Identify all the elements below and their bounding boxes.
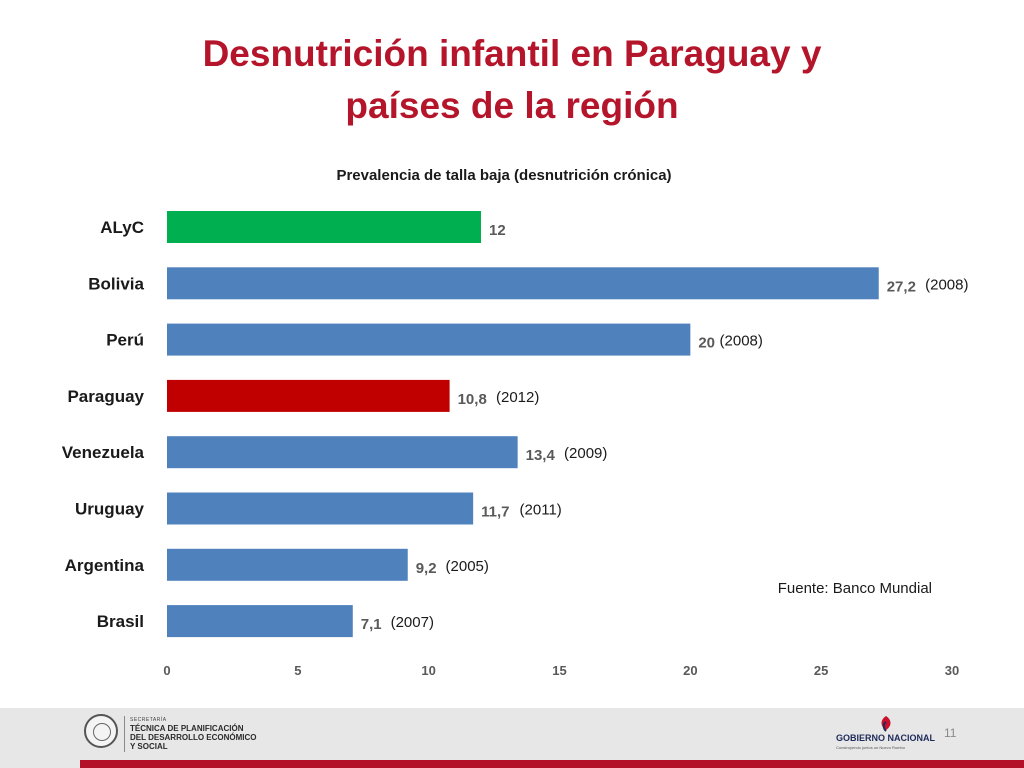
- page-number: 11: [944, 726, 957, 740]
- year-label: (2009): [564, 445, 607, 462]
- year-label: (2011): [520, 502, 562, 519]
- slide-title: Desnutrición infantil en Paraguay y país…: [0, 28, 1024, 132]
- x-tick-label: 10: [421, 663, 435, 678]
- year-label: (2008): [925, 276, 968, 293]
- category-label: Venezuela: [62, 443, 145, 462]
- gov-tagline: Construyendo juntos un Nuevo Rumbo: [836, 745, 905, 750]
- bar: [167, 379, 450, 412]
- year-label: (2008): [720, 333, 763, 350]
- x-tick-label: 30: [945, 663, 959, 678]
- value-label: 13,4: [526, 447, 556, 464]
- footer-divider: [124, 716, 125, 752]
- value-label: 27,2: [887, 278, 916, 295]
- gobierno-nacional-logo-icon: [881, 716, 891, 732]
- x-tick-label: 15: [552, 663, 566, 678]
- category-label: Brasil: [97, 612, 144, 631]
- value-label: 10,8: [458, 391, 487, 408]
- bar: [167, 211, 481, 243]
- org-small-label: SECRETARÍA: [130, 717, 167, 723]
- chart-title: Prevalencia de talla baja (desnutrición …: [336, 167, 671, 184]
- source-note: Fuente: Banco Mundial: [778, 580, 932, 597]
- x-tick-label: 0: [163, 663, 170, 678]
- bar: [167, 267, 879, 300]
- year-label: (2012): [496, 389, 539, 406]
- slide-title-line2: países de la región: [345, 85, 679, 126]
- category-label: Bolivia: [88, 274, 144, 293]
- value-label: 7,1: [361, 616, 382, 633]
- bar: [167, 492, 474, 525]
- slide-title-line1: Desnutrición infantil en Paraguay y: [202, 33, 822, 74]
- org-name-line1: TÉCNICA DE PLANIFICACIÓN: [130, 724, 244, 733]
- category-label: Paraguay: [67, 387, 144, 406]
- bar: [167, 436, 518, 469]
- x-axis-ticks: 0 5 10 15 20 25 30: [163, 663, 959, 678]
- org-name-line3: Y SOCIAL: [130, 742, 168, 751]
- category-label: Argentina: [65, 556, 145, 575]
- bar: [167, 548, 408, 581]
- bar: [167, 323, 691, 356]
- value-label: 11,7: [481, 504, 509, 521]
- value-label: 12: [489, 222, 506, 239]
- value-label: 20: [698, 335, 715, 352]
- value-label: 9,2: [416, 560, 437, 577]
- category-label: Perú: [106, 331, 144, 350]
- bars-group: ALyC 12 Bolivia 27,2 (2008) Perú 20 (2008) Parag…: [62, 211, 968, 638]
- bar-chart: Prevalencia de talla baja (desnutrición …: [62, 167, 969, 678]
- x-tick-label: 20: [683, 663, 697, 678]
- year-label: (2007): [391, 614, 434, 631]
- category-label: ALyC: [100, 218, 144, 237]
- paraguay-seal-icon: [84, 714, 118, 748]
- year-label: (2005): [446, 558, 489, 575]
- footer: SECRETARÍA TÉCNICA DE PLANIFICACIÓN DEL …: [0, 708, 1024, 768]
- org-name-line2: DEL DESARROLLO ECONÓMICO: [130, 733, 257, 742]
- bar: [167, 605, 353, 638]
- x-tick-label: 25: [814, 663, 828, 678]
- category-label: Uruguay: [75, 500, 145, 519]
- x-tick-label: 5: [294, 663, 301, 678]
- gov-name: GOBIERNO NACIONAL: [836, 733, 935, 743]
- footer-accent-bar: [80, 760, 1024, 768]
